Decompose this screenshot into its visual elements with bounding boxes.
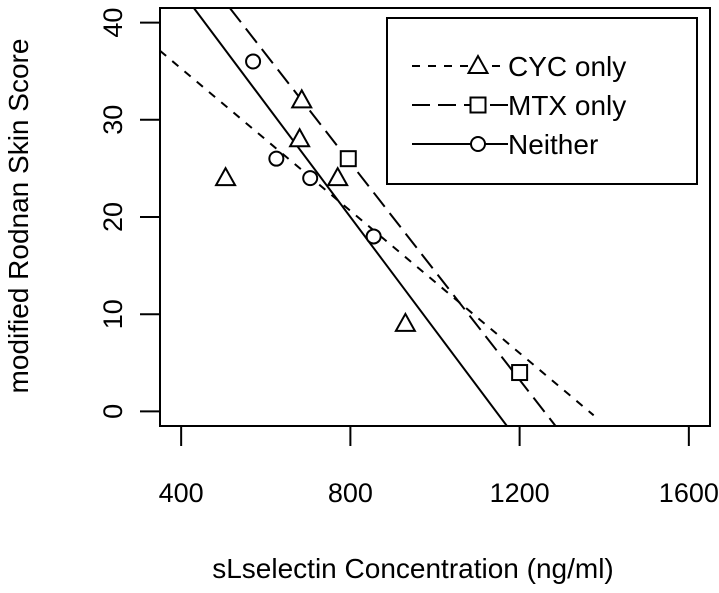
y-tick-label: 10 <box>98 299 128 329</box>
legend-label-neither: Neither <box>508 129 598 160</box>
legend-label-mtx-only: MTX only <box>508 90 626 121</box>
point-cyc-only <box>288 127 311 148</box>
x-tick-label: 1600 <box>659 478 719 508</box>
y-tick-label: 30 <box>98 105 128 135</box>
point-neither <box>365 228 382 245</box>
legend-marker-cyc-only <box>466 53 490 74</box>
legend-box <box>386 17 698 185</box>
axes: 400 800 1200 1600 0 10 20 30 40 <box>98 8 719 508</box>
point-cyc-only <box>326 166 349 187</box>
point-cyc-only <box>290 88 313 109</box>
point-mtx-only <box>511 364 529 382</box>
point-cyc-only <box>394 311 417 332</box>
x-axis-label: sLselectin Concentration (ng/ml) <box>212 553 614 584</box>
point-mtx-only <box>339 150 357 168</box>
y-tick-label: 40 <box>98 8 128 38</box>
legend-marker-mtx-only <box>469 96 487 114</box>
legend-label-cyc-only: CYC only <box>508 51 626 82</box>
point-neither <box>268 150 285 167</box>
point-cyc-only <box>214 166 237 187</box>
fit-line-neither <box>193 8 508 426</box>
point-neither <box>302 170 319 187</box>
point-neither <box>245 53 262 70</box>
fit-lines <box>160 8 595 426</box>
legend: CYC only MTX only Neither <box>386 17 698 185</box>
x-tick-label: 800 <box>328 478 373 508</box>
fit-line-mtx-only <box>229 8 557 426</box>
x-tick-label: 1200 <box>490 478 550 508</box>
legend-marker-neither <box>470 136 486 152</box>
y-axis-label: modified Rodnan Skin Score <box>3 39 34 394</box>
y-tick-label: 0 <box>98 404 128 419</box>
y-tick-label: 20 <box>98 202 128 232</box>
x-tick-label: 400 <box>159 478 204 508</box>
data-points <box>214 53 529 382</box>
